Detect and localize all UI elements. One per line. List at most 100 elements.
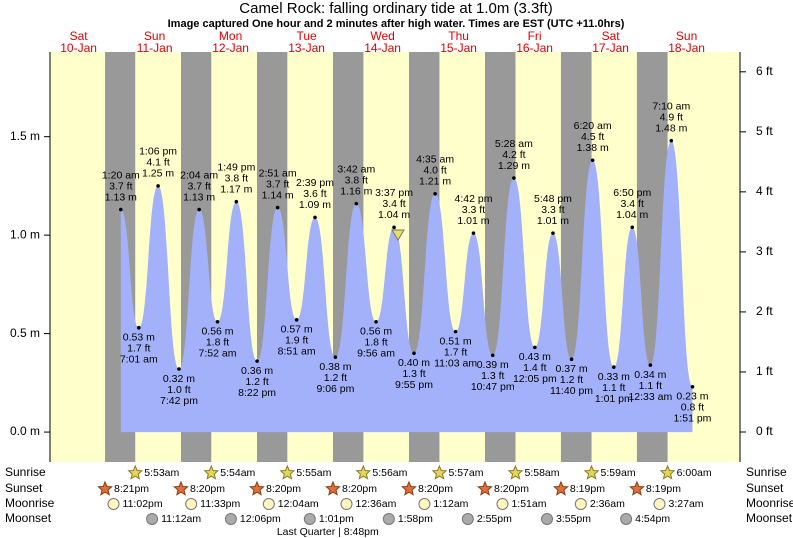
tide-point <box>177 367 181 371</box>
chart-title: Camel Rock: falling ordinary tide at 1.0… <box>239 0 552 17</box>
tide-label: 0.53 m <box>123 331 155 343</box>
tide-label: 2:04 am <box>180 169 218 181</box>
tide-label: 7:01 am <box>120 353 158 365</box>
tide-label: 0.57 m <box>281 324 313 336</box>
row-time: 8:20pm <box>418 483 453 495</box>
tide-label: 0.37 m <box>555 363 587 375</box>
tide-point <box>156 184 160 188</box>
tide-label: 9:55 pm <box>395 379 433 391</box>
row-label: Sunrise <box>746 465 787 479</box>
row-label: Moonrise <box>5 496 55 510</box>
tide-label: 9:56 am <box>357 348 395 360</box>
tide-point <box>512 176 516 180</box>
moonset-icon <box>224 513 237 525</box>
tide-label: 1.7 ft <box>444 346 467 358</box>
tide-label: 1.01 m <box>457 215 489 227</box>
tide-label: 3:42 am <box>337 163 375 175</box>
row-time: 5:57am <box>448 467 483 479</box>
tide-label: 1.3 ft <box>481 370 504 382</box>
tide-point <box>333 355 338 360</box>
tide-area <box>120 140 693 433</box>
tide-point <box>392 225 396 230</box>
day-date: 15-Jan <box>440 41 477 55</box>
tide-label: 9:06 pm <box>316 383 354 395</box>
tide-label: 1.1 ft <box>602 382 625 394</box>
tide-label: 1.9 ft <box>285 335 308 347</box>
sun-icon <box>431 464 448 480</box>
row-time: 8:20pm <box>266 483 301 495</box>
tide-point <box>313 215 317 220</box>
day-name: Fri <box>528 29 542 43</box>
tide-label: 1.29 m <box>498 160 530 172</box>
y2-tick-label: 5 ft <box>756 124 773 138</box>
tide-label: 1.14 m <box>262 189 294 201</box>
tide-label: 1:01 pm <box>595 393 633 405</box>
tide-label: 0.8 ft <box>681 402 704 414</box>
tide-label: 8:22 pm <box>238 387 276 399</box>
tide-label: 12:33 am <box>628 391 672 403</box>
row-time: 5:58am <box>524 467 559 479</box>
tide-label: 1.8 ft <box>206 337 229 349</box>
tide-label: 7:42 pm <box>160 395 198 407</box>
tide-label: 1.09 m <box>299 199 331 211</box>
tide-label: 3.7 ft <box>266 178 289 190</box>
day-name: Sun <box>676 29 697 43</box>
row-time: 5:55am <box>296 467 331 479</box>
tide-label: 1.8 ft <box>364 337 387 349</box>
row-time: 8:20pm <box>190 483 225 495</box>
tide-point <box>275 205 280 210</box>
moonrise-icon <box>574 498 587 510</box>
tide-point <box>551 231 555 235</box>
tide-point <box>433 191 437 196</box>
tide-point <box>569 357 574 362</box>
y2-tick-label: 6 ft <box>756 64 773 78</box>
moonrise-icon <box>496 498 509 510</box>
row-time: 11:02pm <box>123 498 163 510</box>
row-label: Moonrise <box>746 496 793 510</box>
tide-label: 1.7 ft <box>127 342 150 354</box>
tide-point <box>453 329 458 334</box>
day-date: 18-Jan <box>668 41 705 55</box>
tide-label: 8:51 am <box>278 346 316 358</box>
tide-point <box>412 351 416 356</box>
tide-label: 3.7 ft <box>109 180 132 192</box>
tide-label: 5:28 am <box>495 138 533 150</box>
row-time: 1:51am <box>511 498 546 510</box>
tide-label: 5:48 pm <box>534 193 572 205</box>
day-date: 17-Jan <box>592 41 629 55</box>
y2-tick-label: 1 ft <box>756 364 773 378</box>
chart-subtitle: Image captured One hour and 2 minutes af… <box>168 18 625 30</box>
day-name: Thu <box>448 29 469 43</box>
sun-icon <box>97 480 113 496</box>
row-label: Moonset <box>5 511 52 525</box>
row-time: 8:19pm <box>646 483 681 495</box>
tide-label: 1:06 pm <box>139 146 177 158</box>
row-time: 2:55pm <box>477 513 512 525</box>
sun-icon <box>249 480 265 496</box>
tide-label: 4:42 pm <box>455 193 493 205</box>
row-time: 12:06pm <box>240 513 281 525</box>
row-time: 1:01pm <box>319 513 354 525</box>
tide-label: 1.2 ft <box>560 374 583 386</box>
sun-icon <box>355 464 372 480</box>
row-label: Sunset <box>746 481 784 495</box>
tide-label: 1.3 ft <box>402 368 425 380</box>
tide-label: 7:10 am <box>652 100 690 112</box>
y-tick-label: 0.0 m <box>10 424 40 438</box>
tide-point <box>690 384 695 389</box>
tide-label: 3:37 pm <box>375 187 413 199</box>
tide-label: 3.8 ft <box>345 174 368 186</box>
sun-icon <box>507 464 524 480</box>
row-label: Sunrise <box>5 465 46 479</box>
day-date: 11-Jan <box>137 41 173 55</box>
tide-label: 1.16 m <box>340 185 372 197</box>
tide-label: 3.7 ft <box>187 180 210 192</box>
tide-label: 12:05 pm <box>513 373 557 385</box>
moonset-icon <box>303 513 316 525</box>
tide-label: 1.04 m <box>616 209 648 221</box>
tide-label: 0.51 m <box>440 335 472 347</box>
tide-label: 4.9 ft <box>660 111 683 123</box>
moonset-icon <box>541 513 554 525</box>
tide-point <box>471 231 476 235</box>
